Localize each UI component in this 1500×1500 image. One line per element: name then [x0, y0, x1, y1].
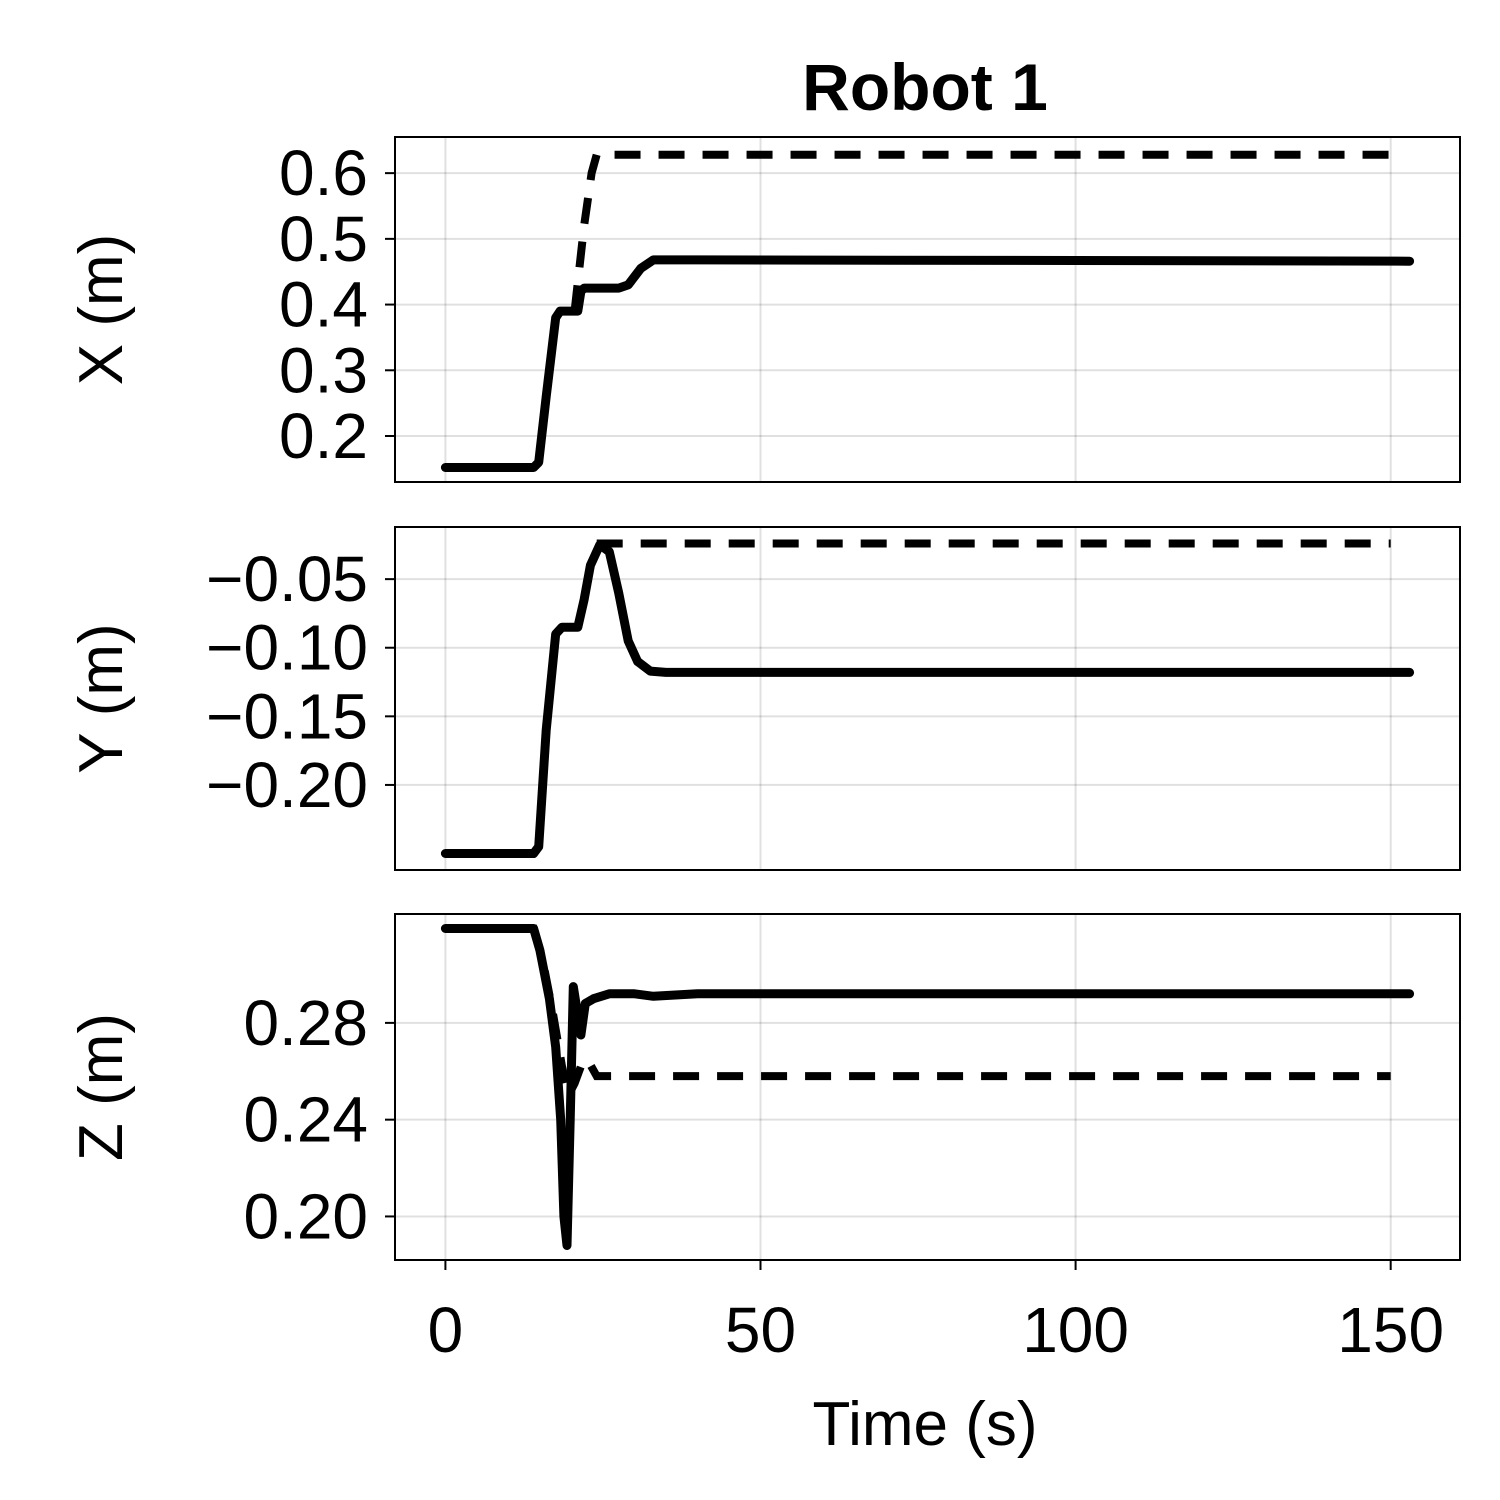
panel-z-y-tick-label: 0.24: [243, 1084, 368, 1156]
x-tick-label: 50: [725, 1294, 796, 1366]
x-tick-label: 0: [428, 1294, 464, 1366]
subplot-stack: 0.20.30.40.50.6 X (m) −0.05−0.10−0.15−0.20…: [67, 136, 1461, 1366]
x-tick-label: 150: [1337, 1294, 1444, 1366]
panel-y-frame: [394, 526, 1461, 871]
panel-x-y-tick-label: 0.5: [279, 203, 368, 275]
panel-z-reference-series: [445, 924, 1391, 1108]
panel-x-frame: [394, 136, 1461, 483]
panel-z-y-tick-label: 0.28: [243, 987, 368, 1059]
panel-x-reference-series: [570, 150, 1391, 312]
chart-title: Robot 1: [802, 50, 1048, 124]
panel-y-y-tick-label: −0.05: [206, 543, 368, 615]
panel-y-measured-series: [440, 540, 1415, 858]
panel-z-measured-series: [440, 924, 1415, 1250]
x-tick-label: 100: [1022, 1294, 1129, 1366]
panel-x-y-tick-label: 0.2: [279, 400, 368, 472]
panel-y-y-tick-label: −0.10: [206, 612, 368, 684]
panel-x-y-tick-label: 0.6: [279, 137, 368, 209]
panel-z-frame: [394, 913, 1461, 1261]
x-axis-label: Time (s): [813, 1390, 1038, 1459]
panel-y-y-tick-label: −0.20: [206, 749, 368, 821]
panel-x-y-tick-label: 0.4: [279, 269, 368, 341]
panel-z-y-tick-label: 0.20: [243, 1180, 368, 1252]
panel-x-y-axis-label: X (m): [67, 234, 136, 386]
panel-z-y-axis-label: Z (m): [67, 1013, 136, 1161]
panel-y-y-axis-label: Y (m): [67, 623, 136, 773]
panel-y: −0.05−0.10−0.15−0.20 Y (m): [67, 526, 1461, 871]
panel-z: 0.20 0.24 0.28 Z (m) 0 50 100 150: [67, 913, 1461, 1366]
panel-y-y-tick-label: −0.15: [206, 680, 368, 752]
panel-x-measured-series: [440, 255, 1415, 472]
panel-x-y-tick-label: 0.3: [279, 334, 368, 406]
panel-x: 0.20.30.40.50.6 X (m): [67, 136, 1461, 483]
